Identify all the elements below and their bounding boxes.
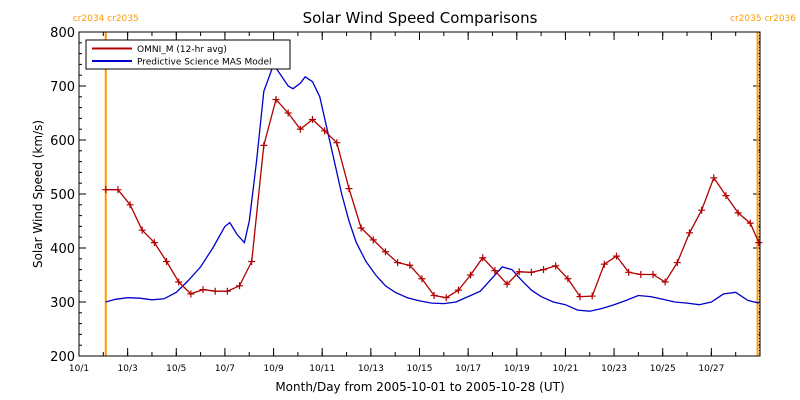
data-point-omni	[734, 209, 742, 217]
x-axis-label: Month/Day from 2005-10-01 to 2005-10-28 …	[275, 380, 564, 394]
x-tick-label: 10/21	[552, 364, 578, 374]
data-point-omni	[637, 270, 645, 278]
data-point-omni	[272, 96, 280, 103]
data-point-omni	[442, 294, 450, 302]
data-point-omni	[588, 292, 596, 300]
data-point-omni	[527, 268, 535, 276]
y-tick-label: 600	[50, 134, 75, 149]
data-point-omni	[321, 127, 329, 135]
data-point-omni	[552, 262, 560, 270]
data-point-omni	[187, 290, 195, 298]
data-point-omni	[722, 192, 730, 200]
data-point-omni	[345, 185, 353, 193]
data-point-omni	[175, 278, 183, 286]
data-point-omni	[138, 226, 146, 234]
data-point-omni	[698, 206, 706, 214]
data-point-omni	[600, 260, 608, 268]
data-point-omni	[454, 286, 462, 294]
data-point-omni	[503, 280, 511, 288]
data-point-omni	[284, 109, 292, 117]
data-point-omni	[673, 259, 681, 267]
data-point-omni	[685, 229, 693, 237]
x-tick-label: 10/7	[215, 364, 235, 374]
data-point-omni	[223, 287, 231, 295]
data-point-omni	[114, 186, 122, 194]
x-tick-label: 10/17	[455, 364, 481, 374]
data-point-omni	[308, 115, 316, 123]
data-point-omni	[710, 174, 718, 182]
x-tick-label: 10/1	[69, 364, 89, 374]
data-point-omni	[333, 139, 341, 147]
x-tick-label: 10/3	[118, 364, 138, 374]
x-tick-label: 10/19	[504, 364, 530, 374]
data-point-omni	[248, 258, 256, 265]
carrington-label: cr2035 cr2036	[730, 14, 796, 24]
data-point-omni	[406, 261, 414, 269]
data-point-omni	[260, 141, 268, 149]
data-point-omni	[625, 268, 633, 276]
data-point-omni	[211, 287, 219, 295]
data-point-omni	[369, 236, 377, 244]
y-tick-label: 300	[50, 296, 75, 311]
data-point-omni	[479, 254, 487, 262]
x-tick-label: 10/13	[358, 364, 384, 374]
data-point-omni	[649, 270, 657, 278]
chart-title: Solar Wind Speed Comparisons	[303, 9, 538, 27]
data-point-omni	[564, 275, 572, 283]
x-tick-label: 10/15	[407, 364, 433, 374]
data-point-omni	[418, 275, 426, 283]
y-tick-label: 500	[50, 188, 75, 203]
legend-box	[85, 39, 291, 70]
series-line-mas	[105, 62, 759, 312]
data-point-omni	[576, 293, 584, 301]
plot-frame	[78, 31, 761, 357]
x-tick-label: 10/11	[309, 364, 335, 374]
y-axis-label: Solar Wind Speed (km/s)	[31, 120, 45, 268]
y-tick-label: 400	[50, 242, 75, 257]
legend-label-omni: OMNI_M (12-hr avg)	[137, 45, 227, 55]
x-tick-label: 10/5	[166, 364, 186, 374]
legend: OMNI_M (12-hr avg) Predictive Science MA…	[85, 39, 291, 70]
data-point-omni	[430, 292, 438, 300]
data-point-omni	[394, 259, 402, 267]
data-point-omni	[381, 248, 389, 256]
data-point-omni	[236, 282, 244, 290]
data-point-omni	[540, 266, 548, 274]
series-line-omni	[105, 98, 760, 299]
x-tick-label: 10/25	[650, 364, 676, 374]
data-point-omni	[467, 271, 475, 279]
y-tick-label: 700	[50, 80, 75, 95]
data-point-omni	[515, 268, 523, 276]
x-tick-label: 10/23	[601, 364, 627, 374]
data-point-omni	[126, 201, 134, 209]
data-point-omni	[491, 267, 499, 275]
y-tick-label: 200	[50, 350, 75, 365]
data-point-omni	[613, 252, 621, 260]
data-point-omni	[746, 219, 754, 227]
y-tick-label: 800	[50, 26, 75, 41]
x-tick-label: 10/27	[698, 364, 724, 374]
data-point-omni	[357, 224, 365, 232]
data-point-omni	[150, 239, 158, 247]
data-point-omni	[163, 258, 171, 265]
data-point-omni	[199, 286, 207, 294]
legend-label-mas: Predictive Science MAS Model	[137, 58, 272, 68]
carrington-label: cr2034 cr2035	[73, 14, 139, 24]
data-point-omni	[661, 278, 669, 286]
data-point-omni	[296, 125, 304, 133]
data-point-omni	[102, 186, 110, 194]
x-tick-label: 10/9	[263, 364, 283, 374]
data-point-omni	[755, 239, 763, 247]
